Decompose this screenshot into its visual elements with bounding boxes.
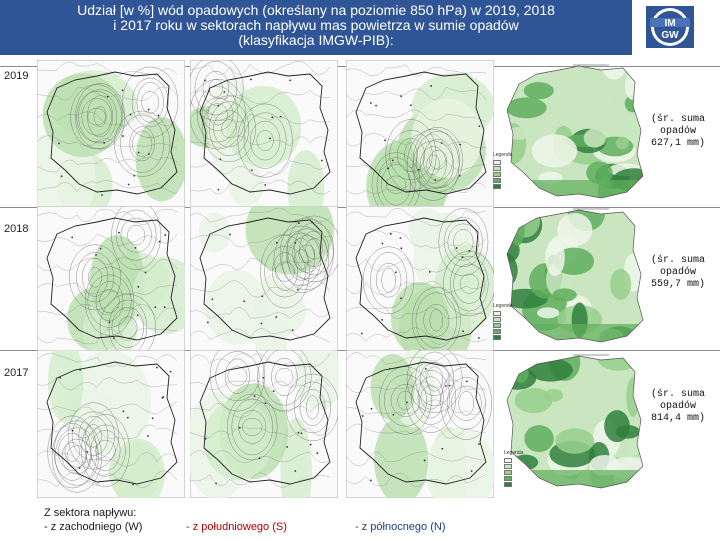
sum-line: 559,7 mm) [650, 279, 705, 290]
footer-south-label: - z południowego (S) [186, 521, 287, 533]
legend-2019: Legenda [493, 152, 512, 189]
contour-map-2017-north [346, 350, 494, 498]
contour-map-2017-south [190, 350, 338, 498]
footer-west: Z sektora napływu: - z zachodniego (W) [44, 506, 142, 534]
legend-title: Legenda [493, 303, 513, 309]
legend-swatch [493, 165, 501, 171]
legend-swatch [493, 177, 501, 183]
contour-map-2018-north [346, 206, 494, 354]
legend-swatch [504, 469, 512, 475]
legend-swatch [493, 322, 501, 328]
legend-swatch [493, 328, 501, 334]
precipitation-map-2018 [497, 206, 647, 346]
legend-title: Legenda [504, 450, 524, 456]
precipitation-sum-2019: (śr. suma opadów 627,1 mm) [640, 114, 716, 150]
footer-west-label: - z zachodniego (W) [44, 521, 143, 533]
legend-swatch [504, 463, 512, 469]
contour-map-2018-west [37, 206, 185, 354]
legend-swatch [493, 183, 501, 189]
sum-line: (śr. suma [650, 114, 705, 125]
svg-text:IM: IM [664, 18, 675, 29]
year-label-2019: 2019 [4, 70, 29, 82]
sum-line: opadów [659, 401, 696, 412]
precipitation-sum-2017: (śr. suma opadów 814,4 mm) [640, 389, 716, 425]
sum-line: (śr. suma [650, 255, 705, 266]
legend-swatch [493, 171, 501, 177]
title-line-3: (klasyfikacja IMGW-PIB): [238, 32, 394, 48]
title-line-2: i 2017 roku w sektorach napływu mas powi… [113, 17, 519, 33]
sum-line: 627,1 mm) [650, 138, 705, 149]
sum-line: opadów [659, 267, 696, 278]
precipitation-sum-2018: (śr. suma opadów 559,7 mm) [640, 255, 716, 291]
contour-map-2018-south [190, 206, 338, 354]
title-line-1: Udział [w %] wód opadowych (określany na… [77, 2, 555, 18]
footer-heading: Z sektora napływu: [44, 507, 137, 519]
contour-map-2019-west [37, 60, 185, 208]
legend-swatch [493, 316, 501, 322]
legend-2017: Legenda [504, 450, 523, 487]
legend-swatch [504, 475, 512, 481]
legend-swatch [504, 457, 512, 463]
legend-2018: Legenda [493, 303, 512, 340]
sum-line: opadów [659, 126, 696, 137]
year-label-2017: 2017 [4, 367, 29, 379]
contour-map-2019-south [190, 60, 338, 208]
legend-swatch [504, 481, 512, 487]
page-title: Udział [w %] wód opadowych (określany na… [0, 0, 632, 55]
sum-line: 814,4 mm) [650, 413, 705, 424]
imgw-logo: IM GW [646, 6, 694, 48]
precipitation-map-2017 [497, 352, 647, 492]
contour-map-2019-north [346, 60, 494, 208]
legend-title: Legenda [493, 152, 513, 158]
contour-map-2017-west [37, 350, 185, 498]
year-label-2018: 2018 [4, 223, 29, 235]
svg-text:GW: GW [661, 30, 679, 41]
legend-swatch [493, 334, 501, 340]
footer-north-label: - z północnego (N) [355, 521, 446, 533]
precipitation-map-2019 [497, 62, 647, 202]
legend-swatch [493, 159, 501, 165]
sum-line: (śr. suma [650, 389, 705, 400]
legend-swatch [493, 310, 501, 316]
